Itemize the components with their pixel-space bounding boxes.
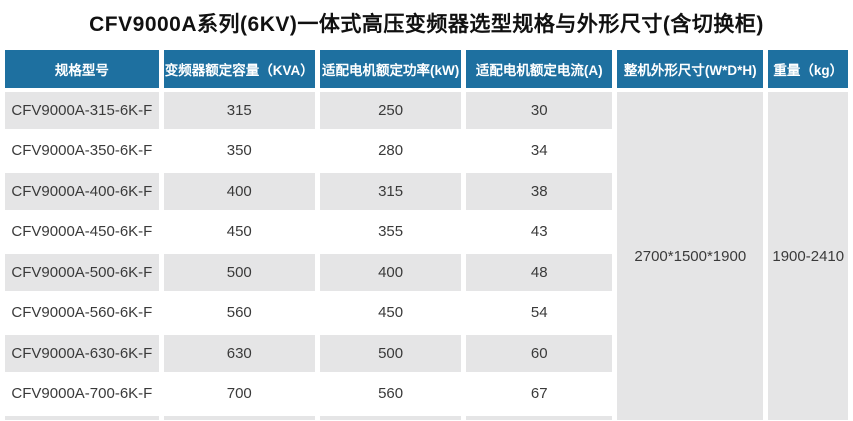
cell-capacity-kva: 400 <box>163 173 315 210</box>
cell-current-a: 48 <box>466 254 613 291</box>
cell-model: CFV9000A-500-6K-F <box>5 254 159 291</box>
table-row: CFV9000A-560-6K-F 560 450 54 <box>5 294 848 331</box>
cell-current-a: 67 <box>466 375 613 412</box>
cell-dimensions-merged: 2700*1500*1900 <box>617 92 764 420</box>
table-row-cutoff <box>5 416 848 420</box>
cell-capacity-kva: 315 <box>163 92 315 129</box>
cell-current-a: 60 <box>466 335 613 372</box>
cell-model: CFV9000A-400-6K-F <box>5 173 159 210</box>
table-header-row: 规格型号 变频器额定容量（KVA） 适配电机额定功率(kW) 适配电机额定电流(… <box>5 50 848 88</box>
cell-current-a: 34 <box>466 132 613 169</box>
table-row: CFV9000A-315-6K-F 315 250 30 2700*1500*1… <box>5 92 848 420</box>
column-header-power-kw: 适配电机额定功率(kW) <box>319 50 462 88</box>
cell-power-kw: 315 <box>319 173 462 210</box>
cell-capacity-kva: 700 <box>163 375 315 412</box>
column-header-weight: 重量（kg） <box>768 50 848 88</box>
cell-model: CFV9000A-700-6K-F <box>5 375 159 412</box>
cell-power-kw: 500 <box>319 335 462 372</box>
column-header-model: 规格型号 <box>5 50 159 88</box>
cell-weight-merged: 1900-2410 <box>768 92 848 420</box>
table-row: CFV9000A-500-6K-F 500 400 48 <box>5 254 848 291</box>
cell-power-kw: 250 <box>319 92 462 129</box>
column-header-current-a: 适配电机额定电流(A) <box>466 50 613 88</box>
cell-capacity-kva: 560 <box>163 294 315 331</box>
cell-power-kw <box>319 416 462 420</box>
cell-power-kw: 450 <box>319 294 462 331</box>
cell-model: CFV9000A-450-6K-F <box>5 213 159 250</box>
cell-capacity-kva: 450 <box>163 213 315 250</box>
table-row: CFV9000A-400-6K-F 400 315 38 <box>5 173 848 210</box>
cell-current-a: 30 <box>466 92 613 129</box>
cell-model: CFV9000A-350-6K-F <box>5 132 159 169</box>
cell-current-a: 38 <box>466 173 613 210</box>
cell-capacity-kva: 500 <box>163 254 315 291</box>
table-row: CFV9000A-450-6K-F 450 355 43 <box>5 213 848 250</box>
cell-capacity-kva: 630 <box>163 335 315 372</box>
spec-table: 规格型号 变频器额定容量（KVA） 适配电机额定功率(kW) 适配电机额定电流(… <box>0 46 853 421</box>
column-header-dimensions: 整机外形尺寸(W*D*H) <box>617 50 764 88</box>
cell-power-kw: 355 <box>319 213 462 250</box>
table-row: CFV9000A-700-6K-F 700 560 67 <box>5 375 848 412</box>
cell-current-a: 54 <box>466 294 613 331</box>
cell-current-a <box>466 416 613 420</box>
cell-model: CFV9000A-630-6K-F <box>5 335 159 372</box>
cell-power-kw: 280 <box>319 132 462 169</box>
table-row: CFV9000A-630-6K-F 630 500 60 <box>5 335 848 372</box>
cell-model <box>5 416 159 420</box>
cell-model: CFV9000A-560-6K-F <box>5 294 159 331</box>
cell-capacity-kva: 350 <box>163 132 315 169</box>
cell-power-kw: 560 <box>319 375 462 412</box>
page-title: CFV9000A系列(6KV)一体式高压变频器选型规格与外形尺寸(含切换柜) <box>89 13 764 36</box>
cell-model: CFV9000A-315-6K-F <box>5 92 159 129</box>
column-header-capacity-kva: 变频器额定容量（KVA） <box>163 50 315 88</box>
table-row: CFV9000A-350-6K-F 350 280 34 <box>5 132 848 169</box>
cell-power-kw: 400 <box>319 254 462 291</box>
cell-capacity-kva <box>163 416 315 420</box>
cell-current-a: 43 <box>466 213 613 250</box>
